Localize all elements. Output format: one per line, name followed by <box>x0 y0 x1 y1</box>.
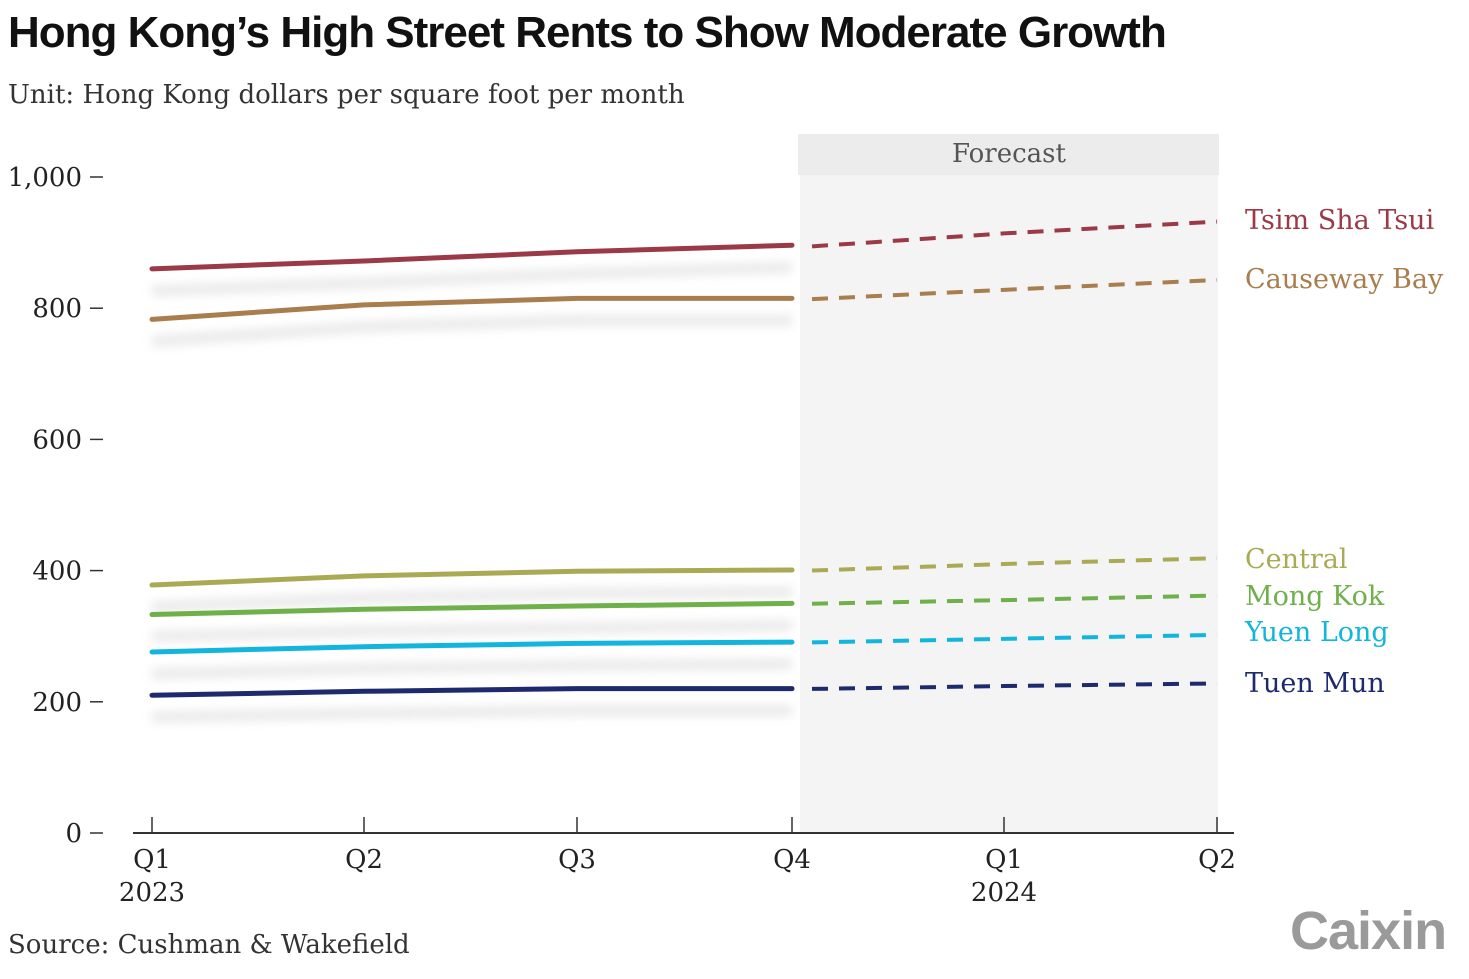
forecast-label: Forecast <box>952 139 1066 169</box>
line-shadows <box>151 262 793 723</box>
x-tick-label: Q3 <box>558 845 596 875</box>
series-line-actual <box>149 639 795 655</box>
series-label: Causeway Bay <box>1245 264 1444 295</box>
x-tick-label: Q2 <box>345 845 383 875</box>
x-tick-label: Q1 <box>985 845 1023 875</box>
series-labels: Tsim Sha Tsui Causeway Bay Central Mong Kok… <box>1244 205 1444 699</box>
y-tick-label: 600 <box>32 425 82 455</box>
series-line-actual <box>149 567 795 588</box>
forecast-band <box>800 175 1218 833</box>
series-label: Tsim Sha Tsui <box>1245 205 1435 236</box>
x-tick-label: Q4 <box>773 845 811 875</box>
series-label: Yuen Long <box>1244 617 1389 648</box>
x-tick-label: Q1 <box>133 845 171 875</box>
y-tick-label: 400 <box>32 557 82 587</box>
series-label: Central <box>1245 544 1348 575</box>
series-line-forecast <box>811 219 1218 249</box>
series-label: Mong Kok <box>1245 581 1385 612</box>
series-line-forecast <box>811 593 1218 606</box>
chart-subtitle: Unit: Hong Kong dollars per square foot … <box>8 80 685 110</box>
series-shadow <box>151 315 792 347</box>
y-tick-label: 200 <box>32 688 82 718</box>
series-line-forecast <box>811 681 1218 691</box>
series-line-forecast <box>811 277 1218 302</box>
series-shadow <box>151 620 793 642</box>
source-note: Source: Cushman & Wakefield <box>8 930 410 960</box>
chart-title: Hong Kong’s High Street Rents to Show Mo… <box>8 8 1167 57</box>
series-shadow <box>151 586 793 613</box>
y-tick-label: 800 <box>32 294 82 324</box>
series-shadow <box>151 262 793 296</box>
series-line-actual <box>149 242 795 272</box>
series-line-actual <box>149 686 795 698</box>
series-shadow <box>151 659 793 679</box>
series-label: Tuen Mun <box>1245 668 1385 699</box>
y-axis: 0 200 400 600 800 1,000 <box>8 163 103 849</box>
y-tick-label: 0 <box>65 819 82 849</box>
series-line-forecast <box>811 632 1218 645</box>
series-line-actual <box>149 295 795 322</box>
x-year-label: 2024 <box>971 878 1037 908</box>
series-shadow <box>151 705 792 723</box>
series-line-actual <box>149 600 795 618</box>
series-line-forecast <box>811 556 1218 573</box>
x-tick-label: Q2 <box>1198 845 1236 875</box>
forecast-header <box>798 134 1219 175</box>
caixin-logo: Caixin <box>1290 901 1447 961</box>
series-lines <box>149 219 1218 698</box>
x-axis: Q1 Q2 Q3 Q4 Q1 Q2 2023 2024 <box>119 817 1236 908</box>
x-year-label: 2023 <box>119 878 185 908</box>
y-tick-label: 1,000 <box>8 163 82 193</box>
